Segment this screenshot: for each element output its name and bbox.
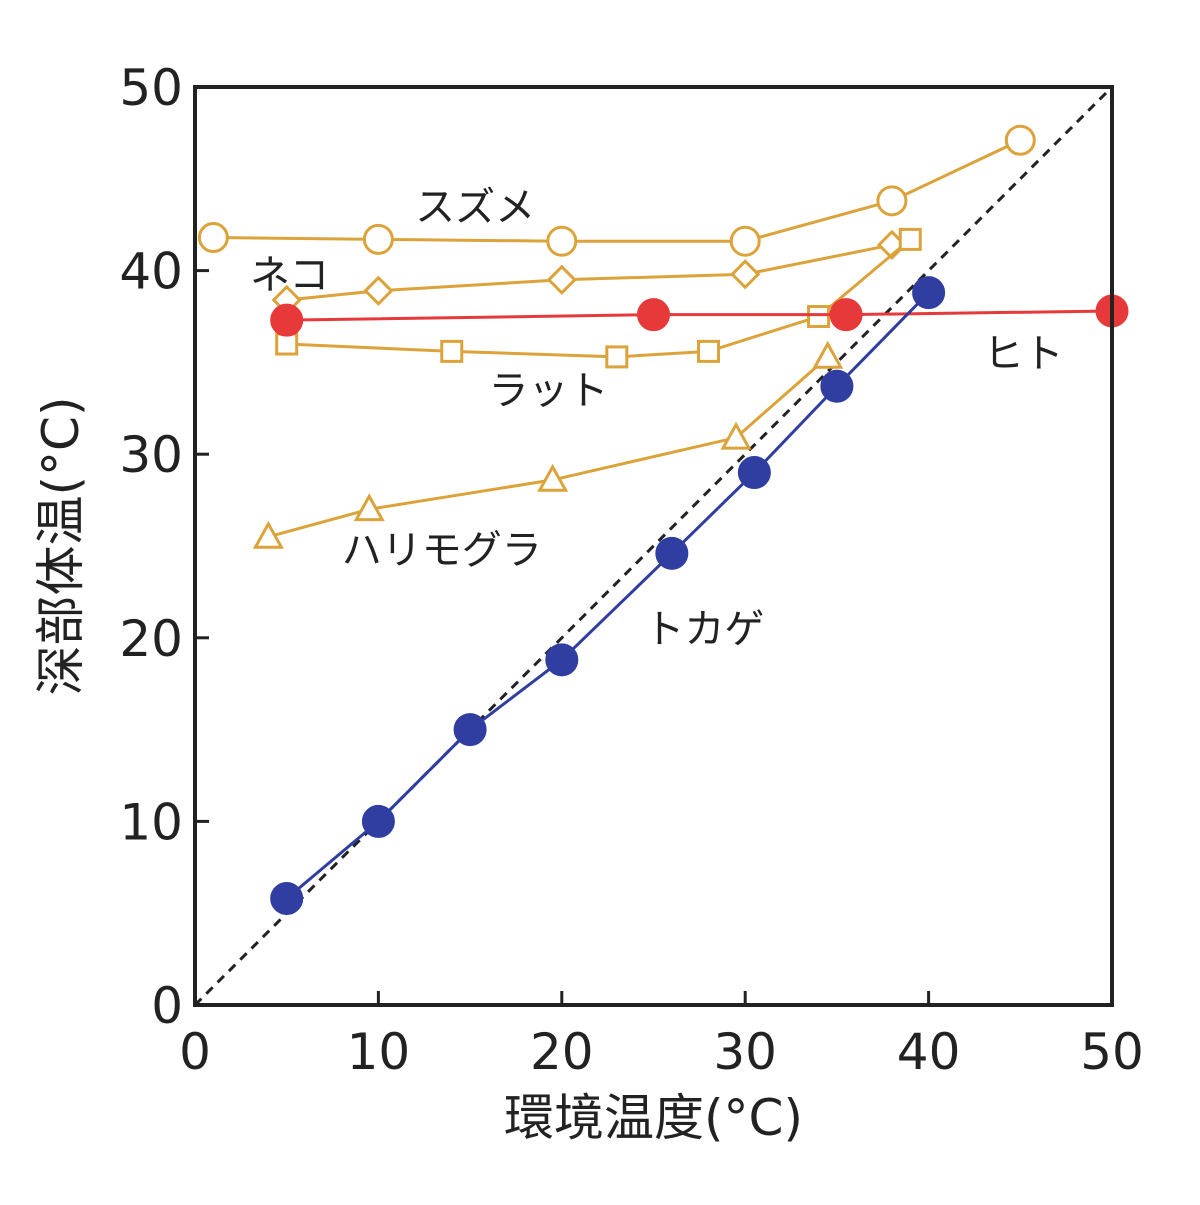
data-point (453, 713, 487, 747)
data-point (440, 339, 464, 363)
series-label: スズメ (415, 184, 535, 230)
data-point (197, 222, 229, 254)
data-point (1004, 124, 1036, 156)
data-point (545, 643, 579, 677)
data-point (812, 340, 844, 369)
data-point (730, 259, 761, 290)
series-label: ラット (488, 368, 608, 414)
x-axis-title: 環境温度(°C) (504, 1089, 803, 1147)
data-point (737, 456, 771, 490)
series-line (213, 138, 1021, 243)
data-point (275, 332, 299, 356)
reference-line (193, 85, 1114, 1007)
plot-frame (193, 85, 1114, 1007)
x-tick-label: 10 (347, 1023, 411, 1081)
series-label: ハリモグラ (342, 528, 542, 574)
data-point (697, 339, 721, 363)
data-point (898, 227, 922, 251)
x-tick-label: 0 (179, 1023, 211, 1081)
x-tick-label: 30 (713, 1023, 777, 1081)
data-point (912, 276, 946, 310)
series-group: ハリモグラ (252, 340, 844, 574)
series-group: スズメ (197, 124, 1036, 257)
data-point (252, 520, 284, 549)
series-label: トカゲ (644, 607, 764, 653)
data-point (829, 298, 863, 332)
series-line (285, 291, 930, 900)
data-point (605, 345, 629, 369)
data-point (363, 275, 394, 306)
series-group: ネコ (250, 229, 908, 316)
data-point (270, 303, 304, 337)
x-tick-label: 40 (897, 1023, 961, 1081)
y-tick-label: 40 (119, 243, 183, 301)
series-group: トカゲ (270, 276, 946, 916)
data-point (655, 536, 689, 570)
data-point (720, 421, 752, 450)
data-point (876, 185, 908, 217)
series-line (286, 309, 1113, 322)
data-point (362, 223, 394, 255)
axes-layer: 0 10 20 30 40 50 0 10 20 30 40 50 (119, 59, 1143, 1081)
y-tick-label: 30 (119, 426, 183, 484)
data-point (546, 264, 577, 295)
data-point (820, 369, 854, 403)
data-point (807, 305, 831, 328)
series-label: ネコ (250, 252, 329, 298)
x-tick-label: 50 (1080, 1023, 1144, 1081)
data-point (729, 225, 761, 257)
data-point (537, 463, 569, 492)
data-point (637, 298, 670, 332)
data-point (361, 804, 395, 838)
x-tick-label: 20 (530, 1023, 594, 1081)
series-group: ヒト (270, 294, 1129, 377)
y-tick-label: 50 (119, 59, 183, 117)
data-point (270, 882, 304, 916)
y-tick-label: 10 (119, 793, 183, 851)
y-tick-label: 20 (119, 610, 183, 668)
y-axis-title: 深部体温(°C) (32, 397, 90, 696)
data-point (546, 225, 578, 257)
series-group: ラット (275, 227, 922, 414)
series-label: ヒト (984, 331, 1064, 377)
data-point (353, 493, 385, 522)
y-tick-label: 0 (151, 977, 183, 1035)
